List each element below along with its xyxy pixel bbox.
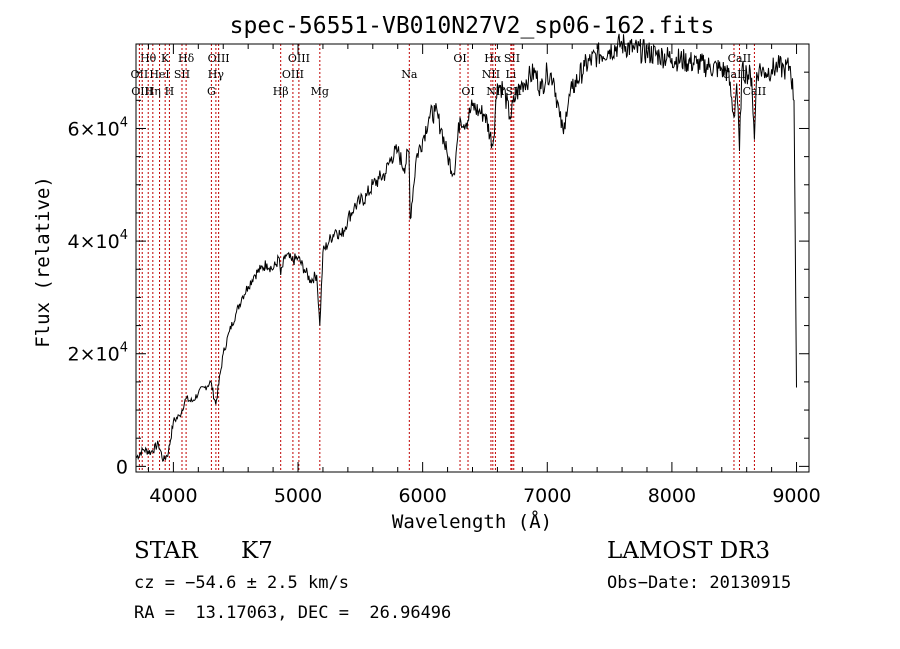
axis-ticks-layer: 4000 5000 6000 7000 8000 9000 0 2×104 4×104 6×104 (68, 44, 821, 507)
line-label-7: SII (174, 68, 190, 81)
y-tick-label-0: 0 (116, 456, 128, 478)
line-label-16: Na (401, 68, 418, 81)
line-label-15: Mg (311, 85, 329, 98)
x-tick-label-0: 4000 (149, 485, 197, 507)
line-label-11: G (207, 85, 216, 98)
line-label-17: OI (453, 52, 466, 65)
line-label-4: HeI (149, 68, 169, 81)
redshift-label: cz = −54.6 ± 2.5 km/s (134, 573, 349, 593)
spectrum-line (135, 33, 797, 462)
line-label-5: Hη (145, 85, 161, 98)
line-label-6: H (165, 85, 175, 98)
line-label-25: CaII (728, 52, 752, 65)
x-axis-label: Wavelength (Å) (392, 510, 552, 533)
line-label-20: NII (482, 68, 500, 81)
line-label-23: Li (505, 68, 516, 81)
line-label-13: OIII (288, 52, 310, 65)
y-tick-label-1: 2×104 (68, 341, 128, 366)
x-tick-label-2: 6000 (398, 485, 446, 507)
x-tick-label-4: 8000 (648, 485, 696, 507)
line-label-12: Hβ (273, 85, 289, 98)
subclass-label: K7 (241, 538, 273, 564)
line-label-2: OIII (131, 85, 153, 98)
y-axis-label: Flux (relative) (32, 176, 54, 348)
x-tick-label-3: 7000 (523, 485, 571, 507)
line-label-27: CaII (743, 85, 767, 98)
x-tick-label-5: 9000 (772, 485, 820, 507)
plot-frame (135, 43, 810, 473)
line-label-21: NII (486, 85, 504, 98)
y-tick-label-3: 6×104 (68, 115, 128, 140)
line-label-14: OIII (282, 68, 304, 81)
spectrum-layer (135, 33, 797, 462)
chart-title: spec-56551-VB010N27V2_sp06-162.fits (230, 13, 715, 39)
x-tick-label-1: 5000 (274, 485, 322, 507)
obs-date-label: Obs−Date: 20130915 (607, 573, 792, 593)
y-tick-label-2: 4×104 (68, 228, 128, 253)
line-label-18: OI (461, 85, 474, 98)
class-label: STAR (134, 538, 198, 564)
line-label-22: SII (504, 52, 520, 65)
line-label-3: K (161, 52, 170, 65)
line-label-8: Hδ (178, 52, 195, 65)
line-label-1: OII (131, 68, 149, 81)
survey-label: LAMOST DR3 (607, 538, 771, 564)
coordinates-label: RA = 13.17063, DEC = 26.96496 (134, 603, 452, 623)
line-label-9: OIII (208, 52, 230, 65)
line-label-10: Hγ (208, 68, 225, 81)
line-label-19: Hα (484, 52, 502, 65)
